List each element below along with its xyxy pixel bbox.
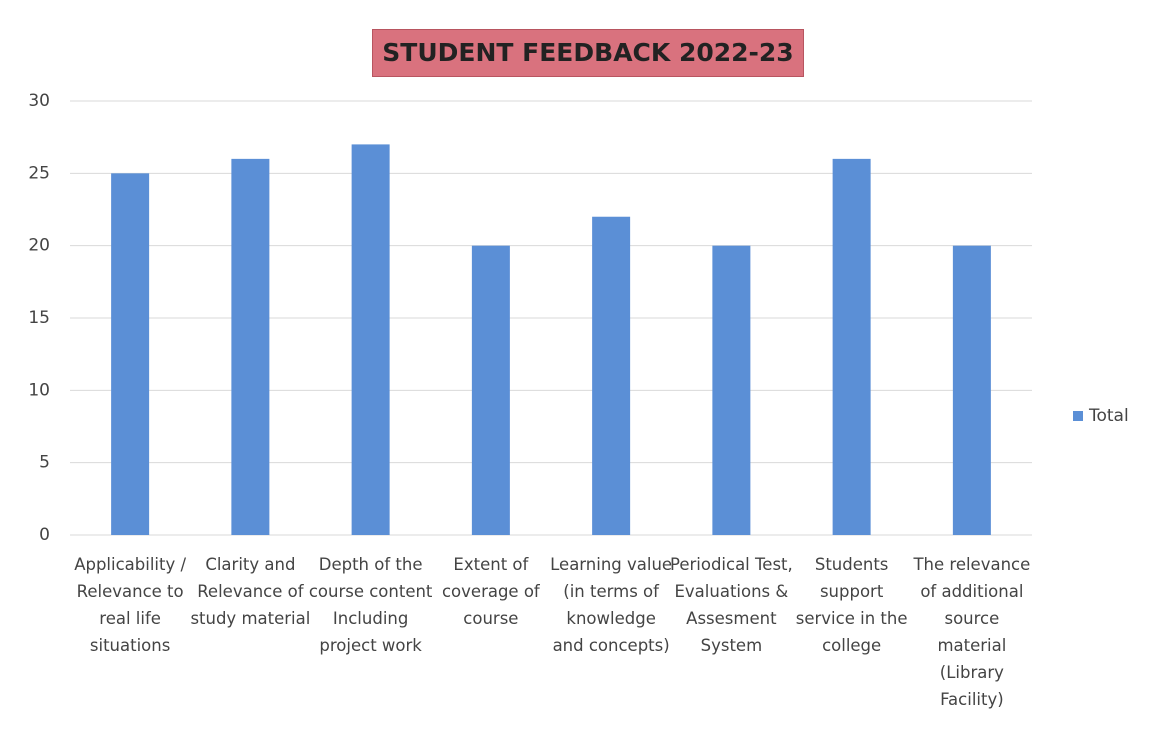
x-tick-label: Periodical Test, Evaluations & Assesment… (669, 555, 793, 655)
bar (351, 144, 390, 535)
bar (471, 245, 510, 535)
y-tick-label: 15 (28, 308, 50, 328)
y-tick-label: 30 (28, 91, 50, 111)
y-tick-label: 25 (28, 163, 50, 183)
chart-title: STUDENT FEEDBACK 2022-23 (372, 29, 804, 77)
x-tick-label: Students support service in the college (795, 555, 908, 655)
bar (111, 173, 150, 536)
x-tick-label: Depth of the course content Including pr… (308, 555, 433, 655)
y-tick-label: 0 (39, 525, 50, 545)
x-tick-label: Learning value (in terms of knowledge an… (550, 555, 673, 655)
bar (712, 245, 751, 535)
y-tick-label: 10 (28, 380, 50, 400)
x-tick-label: The relevance of additional source mater… (913, 555, 1031, 709)
x-tick-label: Extent of coverage of course (441, 555, 540, 628)
y-tick-label: 20 (28, 236, 50, 256)
bar (832, 158, 871, 535)
x-tick-label: Applicability / Relevance to real life s… (74, 555, 187, 655)
bar (592, 216, 631, 535)
legend-swatch (1073, 411, 1083, 421)
bar (952, 245, 991, 535)
x-tick-label: Clarity and Relevance of study material (190, 555, 311, 628)
y-tick-label: 5 (39, 453, 50, 473)
bar (231, 158, 270, 535)
legend-label: Total (1088, 406, 1129, 426)
